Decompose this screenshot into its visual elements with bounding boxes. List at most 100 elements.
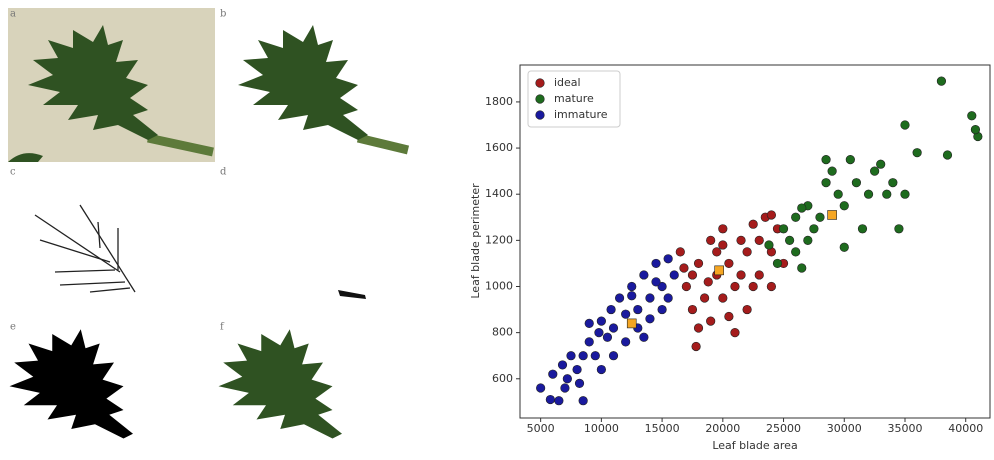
point bbox=[822, 155, 831, 164]
point bbox=[561, 384, 570, 393]
point bbox=[943, 151, 952, 160]
point bbox=[555, 396, 564, 405]
point bbox=[640, 271, 649, 280]
point bbox=[785, 236, 794, 245]
point bbox=[658, 305, 667, 314]
point bbox=[595, 328, 604, 337]
y-tick-label: 1200 bbox=[485, 233, 513, 246]
point bbox=[840, 243, 849, 252]
point bbox=[731, 282, 740, 291]
figure: Leaf blade area Leaf blade perimeter abc… bbox=[0, 0, 994, 460]
point bbox=[706, 236, 715, 245]
point bbox=[731, 328, 740, 337]
point bbox=[870, 167, 879, 176]
point bbox=[749, 282, 758, 291]
point bbox=[719, 294, 728, 303]
point bbox=[563, 374, 572, 383]
point bbox=[548, 370, 557, 379]
y-tick-label: 600 bbox=[492, 372, 513, 385]
point bbox=[558, 361, 567, 370]
point bbox=[971, 125, 980, 134]
point bbox=[567, 351, 576, 360]
point bbox=[779, 225, 788, 234]
point bbox=[634, 305, 643, 314]
blob-d bbox=[338, 290, 366, 299]
legend-marker bbox=[536, 111, 545, 120]
point bbox=[591, 351, 600, 360]
point bbox=[603, 333, 612, 342]
point bbox=[846, 155, 855, 164]
y-tick-label: 800 bbox=[492, 326, 513, 339]
point bbox=[767, 282, 776, 291]
panel-label: b bbox=[220, 9, 226, 20]
x-tick-label: 25000 bbox=[766, 422, 801, 435]
point bbox=[646, 314, 655, 323]
point bbox=[725, 259, 734, 268]
panel-label: a bbox=[10, 9, 16, 20]
point bbox=[895, 225, 904, 234]
panel-label: c bbox=[10, 167, 16, 178]
x-tick-label: 40000 bbox=[948, 422, 983, 435]
point bbox=[882, 190, 891, 199]
point bbox=[579, 351, 588, 360]
point bbox=[901, 121, 910, 130]
point bbox=[719, 241, 728, 250]
point bbox=[579, 396, 588, 405]
point bbox=[607, 305, 616, 314]
x-tick-label: 30000 bbox=[827, 422, 862, 435]
point bbox=[755, 236, 764, 245]
point bbox=[737, 271, 746, 280]
point bbox=[700, 294, 709, 303]
x-tick-label: 20000 bbox=[705, 422, 740, 435]
point bbox=[828, 167, 837, 176]
panel-label: e bbox=[10, 322, 16, 333]
point bbox=[640, 333, 649, 342]
point bbox=[597, 317, 606, 326]
point bbox=[864, 190, 873, 199]
point bbox=[694, 259, 703, 268]
x-axis-label: Leaf blade area bbox=[712, 439, 797, 452]
point bbox=[706, 317, 715, 326]
y-tick-label: 1000 bbox=[485, 279, 513, 292]
point bbox=[664, 255, 673, 264]
point bbox=[609, 351, 618, 360]
leaf-b bbox=[238, 25, 408, 150]
point bbox=[688, 305, 697, 314]
point bbox=[573, 365, 582, 374]
point bbox=[791, 248, 800, 257]
point bbox=[546, 395, 555, 404]
point bbox=[816, 213, 825, 222]
point bbox=[804, 236, 813, 245]
point bbox=[773, 259, 782, 268]
point bbox=[834, 190, 843, 199]
point bbox=[810, 225, 819, 234]
x-tick-label: 5000 bbox=[527, 422, 555, 435]
point bbox=[652, 259, 661, 268]
point bbox=[621, 310, 630, 319]
legend-marker bbox=[536, 95, 545, 104]
legend-label: immature bbox=[554, 108, 608, 121]
point bbox=[694, 324, 703, 333]
point bbox=[725, 312, 734, 321]
point bbox=[585, 319, 594, 328]
point bbox=[627, 291, 636, 300]
point bbox=[876, 160, 885, 169]
point bbox=[627, 282, 636, 291]
point bbox=[704, 278, 713, 287]
point bbox=[536, 384, 545, 393]
legend-label: mature bbox=[554, 92, 594, 105]
point bbox=[597, 365, 606, 374]
point bbox=[797, 264, 806, 273]
point bbox=[676, 248, 685, 257]
leaf-e bbox=[10, 329, 134, 438]
point bbox=[755, 271, 764, 280]
point bbox=[767, 211, 776, 220]
point bbox=[852, 178, 861, 187]
point bbox=[719, 225, 728, 234]
legend-label: ideal bbox=[554, 76, 581, 89]
point bbox=[692, 342, 701, 351]
point bbox=[682, 282, 691, 291]
point bbox=[664, 294, 673, 303]
point bbox=[889, 178, 898, 187]
point bbox=[791, 213, 800, 222]
